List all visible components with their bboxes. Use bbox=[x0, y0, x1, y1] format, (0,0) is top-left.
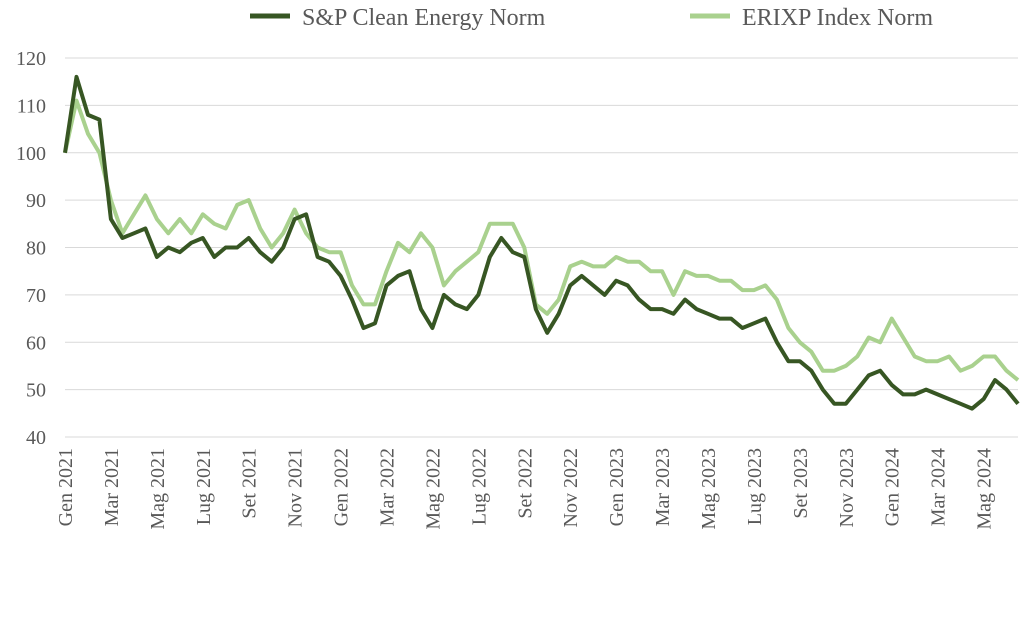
series-line bbox=[63, 74, 1020, 411]
x-tick-label: Mar 2021 bbox=[101, 448, 123, 526]
x-tick-label: Nov 2022 bbox=[560, 448, 582, 527]
y-tick-label: 40 bbox=[26, 427, 46, 449]
x-tick-label: Mag 2022 bbox=[422, 448, 444, 530]
x-tick-label: Nov 2021 bbox=[285, 448, 307, 527]
x-tick-label: Gen 2022 bbox=[331, 448, 353, 526]
x-tick-label: Mar 2023 bbox=[652, 448, 674, 526]
x-tick-label: Mag 2024 bbox=[974, 448, 996, 530]
legend-label: S&P Clean Energy Norm bbox=[302, 5, 546, 31]
x-tick-label: Mar 2022 bbox=[376, 448, 398, 526]
y-tick-label: 90 bbox=[26, 190, 46, 212]
y-tick-label: 110 bbox=[17, 95, 46, 117]
x-tick-label: Nov 2023 bbox=[836, 448, 858, 527]
y-tick-label: 70 bbox=[26, 285, 46, 307]
x-tick-label: Lug 2022 bbox=[468, 448, 490, 525]
y-tick-label: 60 bbox=[26, 332, 46, 354]
x-tick-label: Gen 2023 bbox=[606, 448, 628, 526]
x-tick-label: Set 2022 bbox=[514, 448, 536, 519]
y-tick-label: 100 bbox=[16, 143, 46, 165]
x-tick-label: Mag 2021 bbox=[147, 448, 169, 530]
legend-label: ERIXP Index Norm bbox=[742, 5, 933, 31]
x-tick-label: Mag 2023 bbox=[698, 448, 720, 530]
x-tick-label: Lug 2021 bbox=[193, 448, 215, 525]
x-tick-label: Lug 2023 bbox=[744, 448, 766, 525]
x-tick-label: Gen 2021 bbox=[55, 448, 77, 526]
y-tick-label: 50 bbox=[26, 380, 46, 402]
y-tick-label: 80 bbox=[26, 238, 46, 260]
series-line bbox=[63, 98, 1020, 382]
y-tick-label: 120 bbox=[16, 48, 46, 70]
x-tick-label: Set 2023 bbox=[790, 448, 812, 519]
x-tick-label: Mar 2024 bbox=[928, 448, 950, 526]
x-tick-label: Gen 2024 bbox=[882, 448, 904, 526]
x-tick-label: Set 2021 bbox=[239, 448, 261, 519]
